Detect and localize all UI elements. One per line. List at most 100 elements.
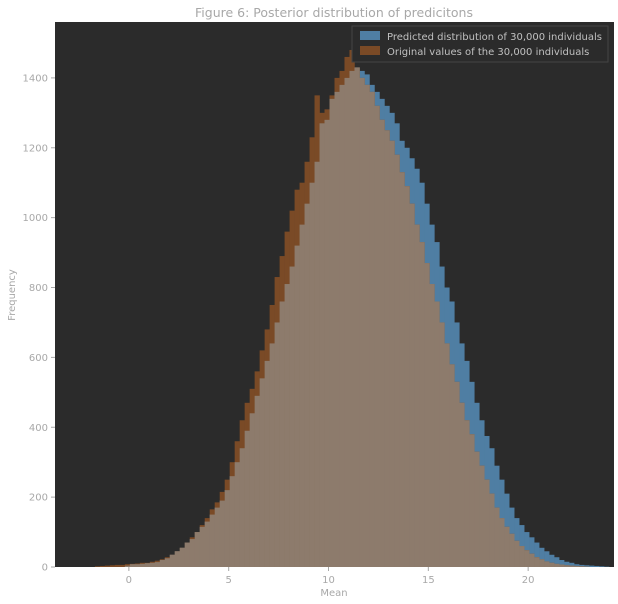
bar-overlap	[239, 448, 245, 567]
bar-overlap	[224, 490, 230, 567]
bar-overlap	[439, 322, 445, 567]
bar-overlap	[494, 507, 500, 567]
bar-overlap	[354, 67, 360, 568]
bar-overlap	[189, 539, 196, 567]
y-tick-label: 600	[29, 353, 48, 364]
bar-overlap	[559, 564, 565, 567]
bar-overlap	[519, 546, 525, 567]
bar-overlap	[209, 514, 216, 567]
bar-overlap	[579, 566, 585, 567]
bar-overlap	[569, 565, 575, 567]
bar-overlap	[194, 532, 201, 567]
bar-overlap	[479, 465, 485, 567]
bar-original	[109, 565, 116, 567]
bar-overlap	[199, 526, 206, 567]
bar-predicted	[574, 564, 580, 567]
bar-overlap	[474, 451, 480, 567]
bar-overlap	[364, 84, 370, 567]
bar-overlap	[359, 77, 365, 568]
bar-overlap	[424, 263, 430, 567]
bar-overlap	[434, 301, 440, 567]
legend: Predicted distribution of 30,000 individ…	[351, 25, 609, 63]
bar-overlap	[234, 462, 240, 567]
bar-predicted	[579, 564, 585, 567]
bar-overlap	[574, 565, 580, 567]
bar-original	[114, 564, 121, 567]
bar-predicted	[559, 560, 565, 567]
bar-overlap	[369, 91, 375, 567]
bar-predicted	[569, 562, 575, 567]
bar-overlap	[544, 561, 550, 567]
bar-overlap	[539, 559, 545, 567]
bar-overlap	[419, 242, 425, 567]
bar-overlap	[524, 550, 530, 567]
bar-original	[119, 564, 126, 567]
legend-box	[351, 25, 609, 63]
bar-overlap	[129, 564, 136, 567]
bar-overlap	[324, 119, 330, 568]
bar-overlap	[289, 266, 295, 567]
bar-overlap	[444, 343, 450, 567]
bar-overlap	[409, 203, 415, 567]
bar-predicted	[549, 554, 555, 567]
bar-overlap	[454, 381, 460, 567]
y-tick-label: 1200	[23, 143, 48, 154]
bar-overlap	[329, 98, 335, 567]
x-tick-label: 15	[422, 575, 435, 586]
x-tick-label: 20	[522, 575, 535, 586]
bar-overlap	[304, 203, 310, 567]
bar-predicted	[544, 551, 550, 567]
bar-overlap	[249, 413, 255, 567]
bar-overlap	[264, 360, 270, 567]
bar-overlap	[534, 557, 540, 567]
bar-overlap	[469, 434, 475, 567]
bar-overlap	[374, 105, 380, 567]
bar-original	[104, 565, 111, 567]
x-tick-label: 5	[226, 575, 232, 586]
bar-overlap	[164, 558, 171, 567]
bar-overlap	[244, 430, 250, 567]
y-tick-label: 0	[42, 563, 48, 574]
x-tick-label: 10	[322, 575, 335, 586]
bar-overlap	[389, 140, 395, 568]
bar-predicted	[594, 565, 600, 567]
bar-overlap	[314, 161, 320, 567]
bar-overlap	[169, 554, 176, 567]
bar-predicted	[529, 537, 535, 567]
bar-overlap	[174, 551, 181, 567]
y-tick-label: 1400	[23, 73, 48, 84]
bar-overlap	[144, 563, 151, 567]
bar-original	[99, 565, 106, 567]
bar-predicted	[589, 565, 595, 567]
bar-overlap	[214, 507, 221, 567]
bar-original	[94, 566, 101, 567]
legend-label-original: Original values of the 30,000 individual…	[387, 47, 589, 58]
y-axis-label: Frequency	[7, 269, 18, 321]
bar-overlap	[254, 395, 260, 567]
bar-overlap	[514, 540, 520, 567]
bar-predicted	[584, 565, 590, 567]
x-tick-label: 0	[126, 575, 132, 586]
bar-overlap	[459, 402, 465, 567]
bar-overlap	[184, 542, 191, 567]
bar-overlap	[509, 533, 515, 567]
bar-overlap	[149, 562, 156, 567]
bar-overlap	[449, 364, 455, 567]
bar-overlap	[154, 562, 161, 567]
bar-overlap	[554, 563, 560, 567]
bar-overlap	[319, 123, 325, 568]
y-tick-label: 800	[29, 283, 48, 294]
bar-predicted	[599, 566, 605, 567]
bar-predicted	[554, 557, 560, 567]
bar-overlap	[384, 130, 390, 568]
x-axis-ticks: 0 5 10 15 20	[126, 567, 535, 586]
bar-overlap	[259, 378, 265, 567]
bar-overlap	[284, 284, 290, 567]
bar-overlap	[179, 547, 186, 567]
bar-predicted	[524, 532, 530, 567]
bar-overlap	[529, 553, 535, 567]
bar-overlap	[219, 500, 225, 567]
legend-swatch-original	[360, 46, 380, 55]
bar-overlap	[399, 172, 405, 567]
bar-overlap	[349, 70, 355, 568]
